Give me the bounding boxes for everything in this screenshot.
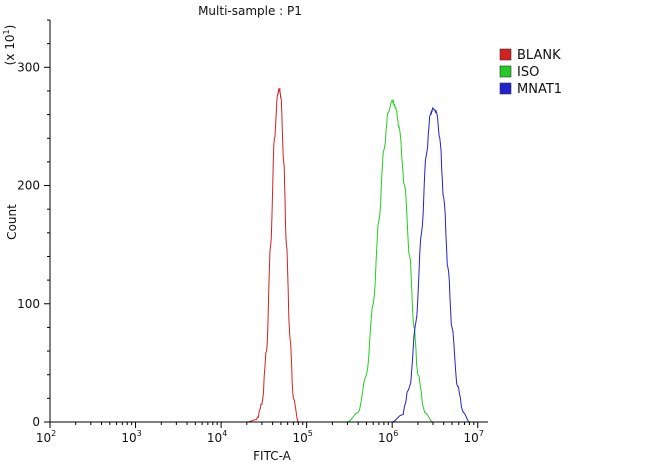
legend-label-iso: ISO [517, 65, 539, 80]
x-axis-ticks: 102 103 104 105 106 107 [36, 422, 484, 445]
x-axis-title: FITC-A [253, 449, 292, 463]
x-tick-label: 107 [464, 429, 484, 445]
y-tick-label: 100 [17, 297, 40, 311]
chart-title: Multi-sample : P1 [198, 4, 302, 18]
plot-axes [49, 20, 488, 423]
chart-legend: BLANK ISO MNAT1 [499, 48, 562, 97]
legend-swatch-iso [499, 65, 512, 78]
legend-label-blank: BLANK [517, 48, 561, 63]
series-line-mnat1 [392, 107, 470, 423]
x-tick-label: 102 [36, 429, 56, 445]
legend-swatch-mnat1 [499, 82, 512, 95]
x-tick-label: 106 [378, 429, 398, 445]
y-axis-ticks: 0 100 200 300 [17, 19, 50, 429]
legend-label-mnat1: MNAT1 [517, 82, 562, 97]
y-tick-label: 300 [17, 60, 40, 74]
series-line-iso [347, 98, 434, 423]
x-tick-label: 105 [292, 429, 312, 445]
y-axis-multiplier: (x 101) [2, 25, 17, 66]
y-tick-label: 200 [17, 179, 40, 193]
y-tick-label: 0 [32, 415, 40, 429]
series-line-blank [246, 87, 299, 423]
y-axis-title: Count [5, 204, 19, 240]
x-tick-label: 104 [207, 429, 227, 445]
legend-swatch-blank [499, 48, 512, 61]
x-tick-label: 103 [121, 429, 141, 445]
histogram-curves [246, 87, 470, 423]
